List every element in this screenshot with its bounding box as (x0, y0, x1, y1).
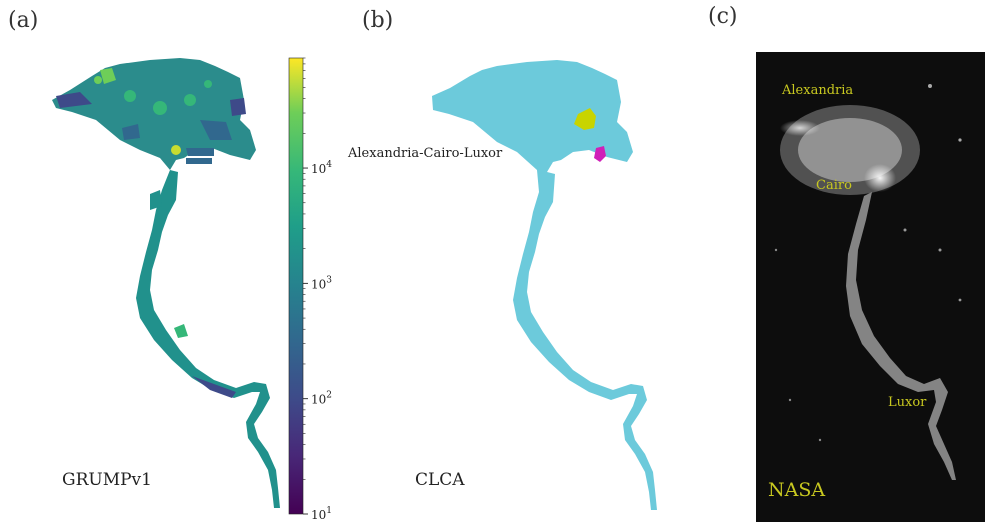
nasa-credit: NASA (768, 479, 825, 501)
panel-b-dataset-name: CLCA (415, 470, 465, 490)
panel-a-dataset-name: GRUMPv1 (62, 470, 152, 490)
panel-c-label: (c) (708, 4, 738, 29)
panel-a-label: (a) (8, 8, 39, 33)
colorbar-tick-label: 101 (311, 506, 332, 522)
panel-b-main-cluster (432, 60, 657, 510)
colorbar-tick-label: 104 (311, 160, 332, 176)
panel-b-cluster-3 (594, 146, 606, 162)
panel-b-map (432, 60, 657, 510)
colorbar-tick-label: 102 (311, 391, 332, 407)
panel-a-nile (136, 170, 280, 508)
panel-b-cluster-2 (574, 108, 596, 130)
colorbar (288, 57, 304, 515)
city-label-luxor: Luxor (888, 395, 927, 410)
colorbar-tick-label: 103 (311, 275, 332, 291)
panel-a-delta (52, 58, 256, 170)
panel-c-image (756, 52, 985, 522)
panel-b-cluster-label: Alexandria-Cairo-Luxor (348, 146, 503, 161)
colorbar-ticks: 101 102 103 104 (303, 57, 332, 522)
colorbar-gradient (288, 57, 304, 515)
panel-a-map (52, 58, 280, 508)
city-label-cairo: Cairo (816, 178, 852, 193)
city-label-alexandria: Alexandria (781, 83, 853, 98)
night-nile (846, 192, 956, 480)
panel-b-label: (b) (362, 8, 394, 33)
